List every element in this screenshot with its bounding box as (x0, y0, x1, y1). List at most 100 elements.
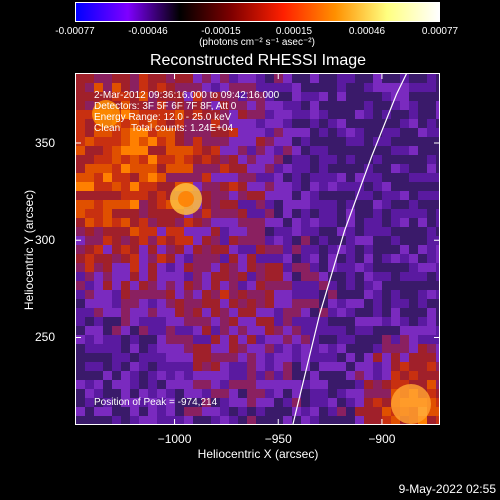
heatmap-cell (310, 218, 320, 228)
heatmap-cell (364, 74, 374, 84)
heatmap-cell (418, 110, 428, 120)
heatmap-cell (211, 209, 221, 219)
heatmap-cell (427, 182, 437, 192)
heatmap-cell (292, 299, 302, 309)
heatmap-cell (364, 137, 374, 147)
heatmap-cell (211, 398, 221, 408)
heatmap-cell (292, 272, 302, 282)
heatmap-cell (418, 245, 428, 255)
heatmap-cell (382, 101, 392, 111)
heatmap-cell (355, 335, 365, 345)
heatmap-cell (292, 119, 302, 129)
heatmap-cell (238, 101, 248, 111)
heatmap-cell (265, 326, 275, 336)
heatmap-cell (301, 398, 311, 408)
heatmap-cell (418, 209, 428, 219)
heatmap-cell (76, 245, 86, 255)
heatmap-cell (148, 146, 158, 156)
heatmap-cell (409, 182, 419, 192)
heatmap-cell (139, 137, 149, 147)
heatmap-cell (139, 362, 149, 372)
method-counts-label: Clean Total counts: 1.24E+04 (94, 123, 234, 134)
heatmap-cell (193, 74, 203, 84)
heatmap-cell (283, 209, 293, 219)
heatmap-cell (85, 218, 95, 228)
heatmap-cell (337, 254, 347, 264)
heatmap-cell (112, 128, 122, 138)
heatmap-cell (130, 362, 140, 372)
heatmap-cell (121, 119, 131, 129)
heatmap-cell (373, 371, 383, 381)
heatmap-cell (85, 119, 95, 129)
heatmap-cell (130, 398, 140, 408)
heatmap-cell (175, 299, 185, 309)
heatmap-cell (211, 281, 221, 291)
heatmap-cell (76, 380, 86, 390)
heatmap-cell (148, 281, 158, 291)
heatmap-cell (139, 416, 149, 424)
heatmap-cell (229, 389, 239, 399)
heatmap-cell (184, 407, 194, 417)
heatmap-cell (373, 362, 383, 372)
heatmap-cell (328, 182, 338, 192)
heatmap-cell (319, 317, 329, 327)
heatmap-cell (409, 335, 419, 345)
heatmap-cell (364, 317, 374, 327)
heatmap-cell (337, 263, 347, 273)
heatmap-cell (391, 335, 401, 345)
heatmap-cell (148, 263, 158, 273)
heatmap-cell (400, 110, 410, 120)
heatmap-cell (274, 245, 284, 255)
heatmap-cell (175, 119, 185, 129)
heatmap-cell (373, 101, 383, 111)
heatmap-cell (229, 416, 239, 424)
heatmap-cell (130, 119, 140, 129)
heatmap-cell (229, 92, 239, 102)
heatmap-cell (292, 317, 302, 327)
heatmap-cell (265, 209, 275, 219)
heatmap-cell (121, 146, 131, 156)
heatmap-cell (229, 371, 239, 381)
heatmap-cell (391, 263, 401, 273)
heatmap-cell (112, 83, 122, 93)
heatmap-cell (391, 326, 401, 336)
heatmap-cell (346, 74, 356, 84)
heatmap-cell (229, 191, 239, 201)
heatmap-cell (220, 353, 230, 363)
heatmap-cell (229, 83, 239, 93)
heatmap-cell (409, 119, 419, 129)
heatmap-cell (238, 155, 248, 165)
heatmap-cell (229, 398, 239, 408)
heatmap-cell (148, 416, 158, 424)
heatmap-cell (121, 326, 131, 336)
heatmap-cell (202, 182, 212, 192)
heatmap-cell (400, 173, 410, 183)
heatmap-cell (310, 191, 320, 201)
heatmap-cell (112, 344, 122, 354)
heatmap-cell (364, 128, 374, 138)
heatmap-cell (211, 416, 221, 424)
heatmap-cell (211, 191, 221, 201)
heatmap-cell (427, 353, 437, 363)
heatmap-cell (211, 353, 221, 363)
heatmap-cell (112, 362, 122, 372)
heatmap-cell (409, 227, 419, 237)
heatmap-cell (256, 317, 266, 327)
heatmap-cell (427, 245, 437, 255)
heatmap-cell (220, 155, 230, 165)
heatmap-cell (337, 380, 347, 390)
heatmap-cell (112, 119, 122, 129)
heatmap-cell (256, 371, 266, 381)
heatmap-cell (193, 407, 203, 417)
heatmap-cell (247, 362, 257, 372)
heatmap-cell (355, 380, 365, 390)
heatmap-cell (175, 317, 185, 327)
heatmap-cell (202, 362, 212, 372)
x-tick-label: −950 (264, 432, 292, 446)
heatmap-cell (301, 281, 311, 291)
heatmap-cell (220, 101, 230, 111)
heatmap-cell (175, 371, 185, 381)
heatmap-cell (211, 236, 221, 246)
heatmap-cell (328, 236, 338, 246)
heatmap-cell (382, 389, 392, 399)
